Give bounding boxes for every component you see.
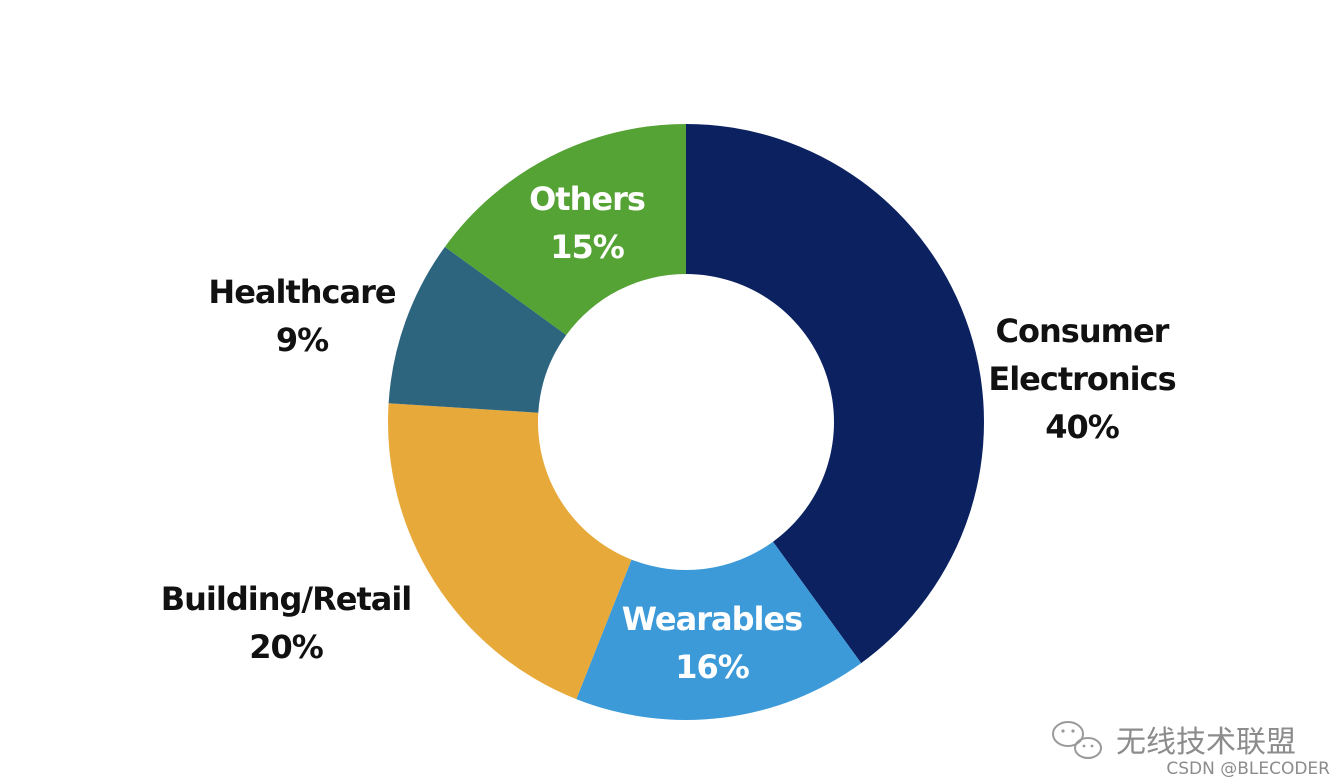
- slice-label-0: Consumer Electronics 40%: [988, 312, 1175, 446]
- watermark: 无线技术联盟 CSDN @BLECODER: [1052, 721, 1330, 779]
- slice-label-3: Healthcare 9%: [208, 273, 395, 359]
- slice-consumer-electronics: [686, 124, 985, 664]
- labels-group: Consumer Electronics 40% Wearables 16% Buildi…: [161, 180, 1177, 686]
- slice-healthcare: [388, 246, 567, 413]
- slices-group: [388, 124, 985, 720]
- wechat-icon: [1052, 721, 1102, 759]
- watermark-credit: CSDN @BLECODER: [1166, 759, 1330, 779]
- slice-wearables: [576, 541, 862, 720]
- slice-others: [444, 124, 686, 336]
- slice-label-4: Others 15%: [529, 180, 645, 266]
- slice-label-2: Building/Retail 20%: [161, 580, 412, 666]
- slice-building-retail: [388, 403, 632, 700]
- watermark-brand: 无线技术联盟: [1116, 725, 1296, 760]
- slice-label-1: Wearables 16%: [622, 600, 802, 686]
